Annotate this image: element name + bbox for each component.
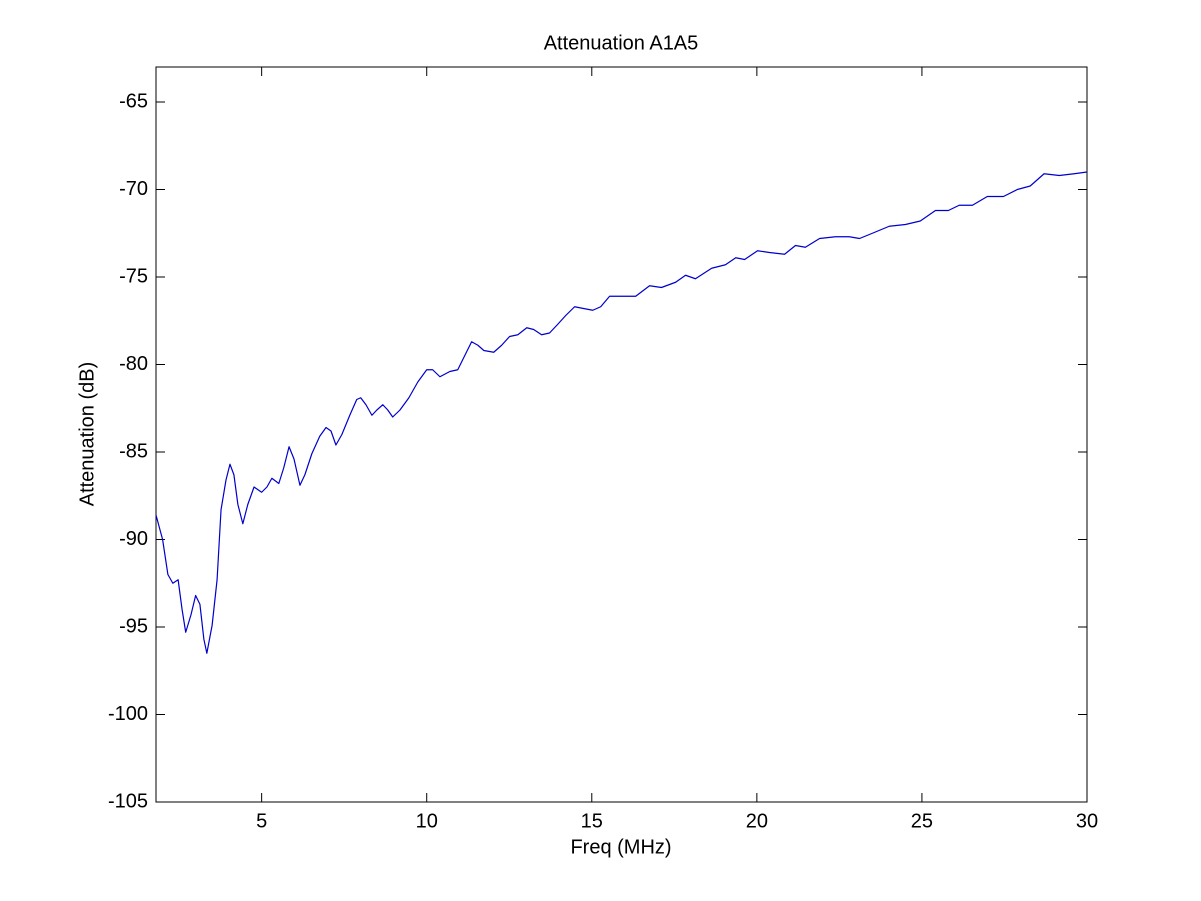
x-tick-label: 20 (746, 810, 768, 832)
y-tick-label: -95 (119, 615, 148, 637)
data-line (155, 171, 1088, 654)
y-tick-label: -80 (119, 353, 148, 375)
x-tick-label: 15 (581, 810, 603, 832)
y-tick-label: -65 (119, 90, 148, 112)
y-tick-label: -105 (108, 790, 148, 812)
y-tick-label: -85 (119, 440, 148, 462)
y-tick-label: -100 (108, 703, 148, 725)
y-tick-label: -70 (119, 178, 148, 200)
x-tick-label: 5 (256, 810, 267, 832)
x-tick-label: 10 (416, 810, 438, 832)
y-tick-label: -90 (119, 528, 148, 550)
y-axis-label: Attenuation (dB) (76, 362, 98, 507)
x-axis-label: Freq (MHz) (570, 836, 671, 858)
x-tick-label: 25 (911, 810, 933, 832)
chart-title: Attenuation A1A5 (544, 32, 699, 54)
plot-area (155, 66, 1088, 803)
y-tick-label: -75 (119, 265, 148, 287)
x-tick-label: 30 (1076, 810, 1098, 832)
